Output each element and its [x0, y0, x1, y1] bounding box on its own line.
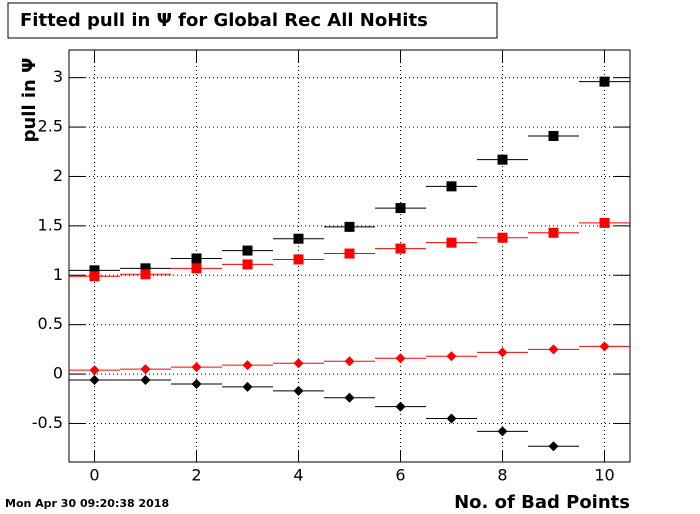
marker [89, 374, 100, 385]
y-axis-label: pull in Ψ [19, 58, 40, 143]
marker [344, 356, 355, 367]
marker [140, 263, 151, 274]
marker [548, 441, 559, 452]
title-box [7, 2, 498, 39]
y-tick-label: 0 [53, 364, 63, 383]
marker [89, 265, 100, 276]
marker [344, 248, 355, 259]
marker [395, 243, 406, 254]
marker [89, 365, 100, 376]
marker [497, 426, 508, 437]
marker [548, 130, 559, 141]
marker [293, 385, 304, 396]
marker [140, 269, 151, 280]
y-tick-label: 3 [53, 67, 63, 86]
x-tick-label: 0 [89, 466, 99, 485]
x-tick-label: 4 [293, 466, 303, 485]
marker [191, 378, 202, 389]
x-tick-label: 6 [395, 466, 405, 485]
x-tick-label: 8 [497, 466, 507, 485]
marker [395, 353, 406, 364]
marker [191, 362, 202, 373]
x-axis-label: No. of Bad Points [454, 492, 630, 513]
marker [191, 263, 202, 274]
marker [344, 392, 355, 403]
x-tick-label: 10 [594, 466, 614, 485]
y-tick-label: 2.5 [38, 117, 63, 136]
y-tick-label: 1.5 [38, 215, 63, 234]
marker [140, 374, 151, 385]
marker [242, 360, 253, 371]
marker [497, 347, 508, 358]
marker [293, 233, 304, 244]
y-tick-label: 0.5 [38, 314, 63, 333]
marker [242, 259, 253, 270]
y-tick-label: 1 [53, 265, 63, 284]
marker [497, 232, 508, 243]
marker [599, 341, 610, 352]
marker [242, 245, 253, 256]
plot-frame [68, 49, 631, 463]
marker [89, 271, 100, 282]
marker [599, 76, 610, 87]
marker [293, 358, 304, 369]
marker [497, 154, 508, 165]
marker [293, 254, 304, 265]
marker [242, 381, 253, 392]
marker [191, 253, 202, 264]
marker [395, 203, 406, 214]
y-tick-label: -0.5 [32, 413, 63, 432]
marker [446, 413, 457, 424]
x-tick-label: 2 [191, 466, 201, 485]
marker [344, 221, 355, 232]
marker [548, 227, 559, 238]
marker [548, 344, 559, 355]
marker [446, 237, 457, 248]
marker [140, 364, 151, 375]
marker [446, 351, 457, 362]
marker [395, 401, 406, 412]
chart-title: Fitted pull in Ψ for Global Rec All NoHi… [20, 10, 428, 31]
marker [599, 217, 610, 228]
timestamp: Mon Apr 30 09:20:38 2018 [5, 497, 169, 510]
y-tick-label: 2 [53, 166, 63, 185]
marker [446, 181, 457, 192]
